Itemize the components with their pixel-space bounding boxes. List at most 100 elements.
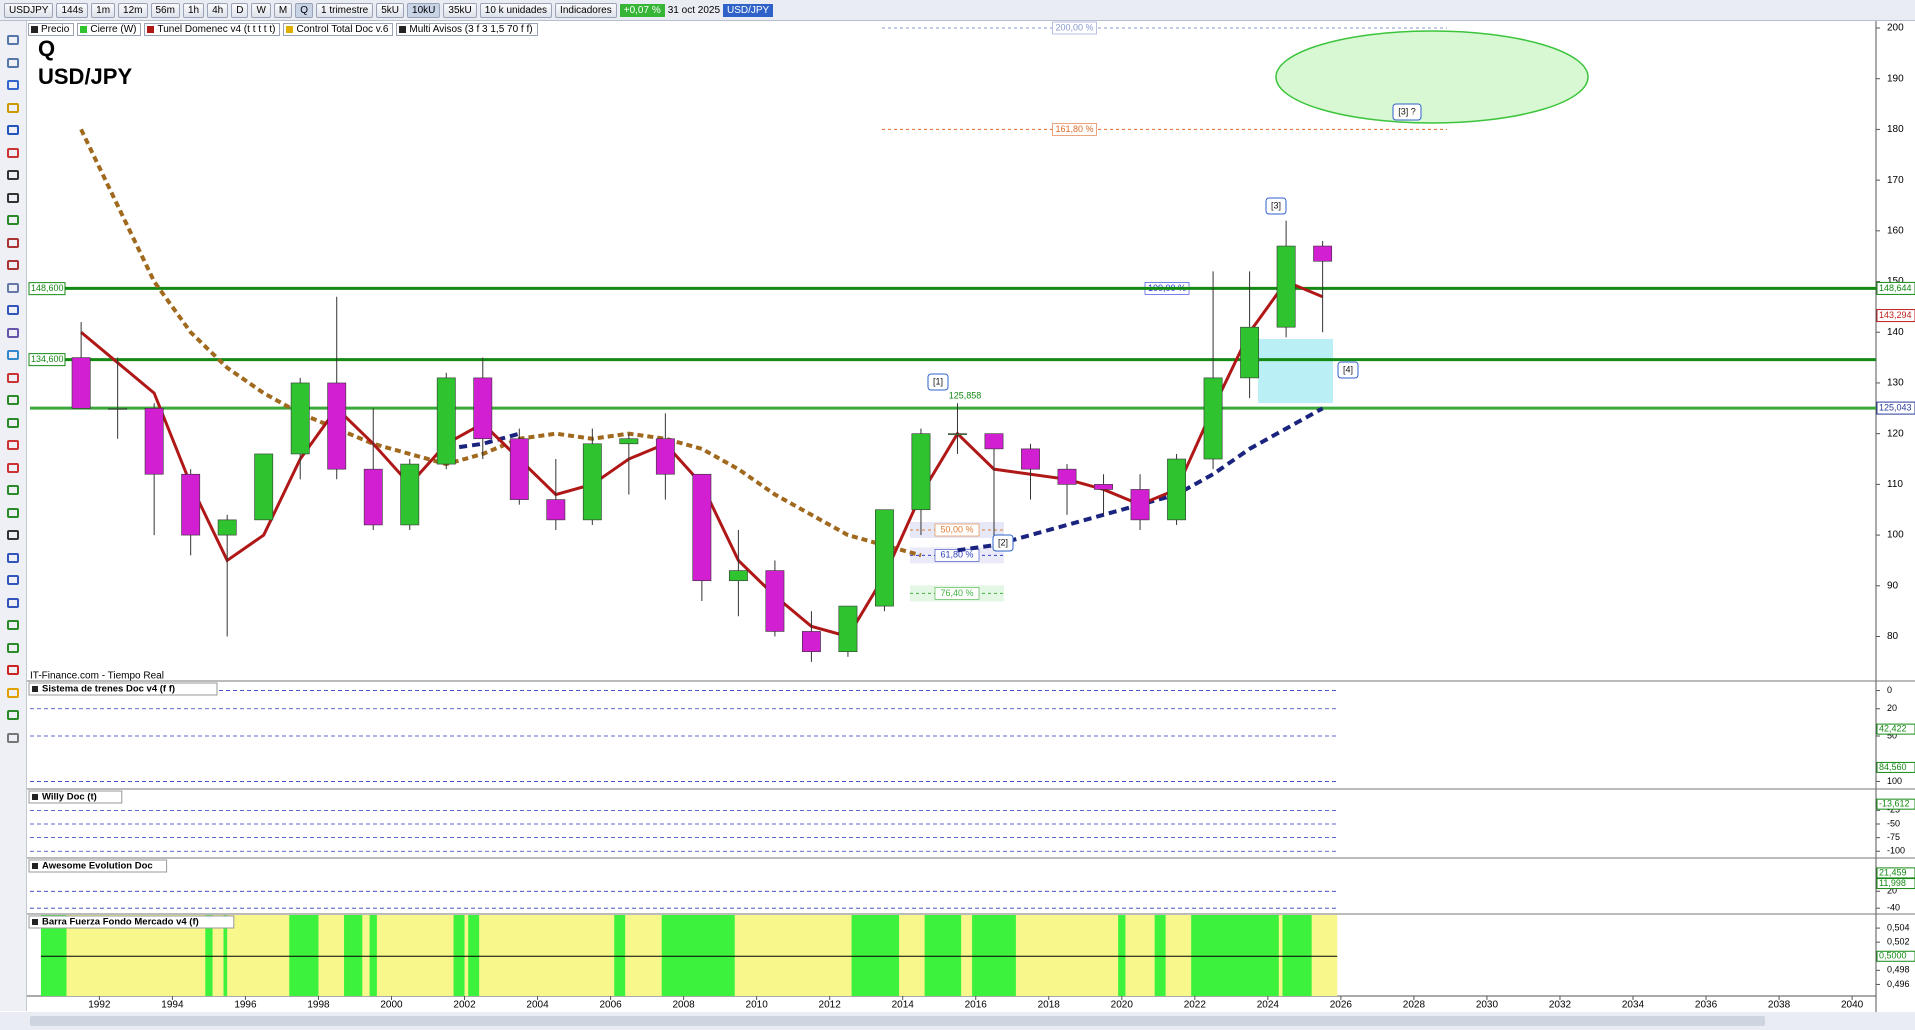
legend-item[interactable]: Precio [28,22,75,36]
price-label-bg [1876,281,1915,295]
value-label: 84,560 [1879,762,1907,772]
tool-icon[interactable] [7,440,19,450]
tool-icon[interactable] [7,327,19,338]
tool-icon[interactable] [7,192,19,203]
candle-body [655,438,675,475]
interval[interactable]: 144s [56,2,89,18]
value-label-bg [1876,867,1915,879]
instrument: USD/JPY [723,3,774,17]
tool-icon[interactable] [7,125,19,135]
interval[interactable]: 56m [150,2,180,18]
tool-icon[interactable] [7,530,19,540]
x-tick-label: 2030 [1476,1000,1499,1011]
tool-icon[interactable] [7,642,19,653]
x-tick-label: 2020 [1111,1000,1134,1011]
tool-icon[interactable] [7,170,19,180]
scroll-thumb[interactable] [30,1016,1765,1026]
tool-icon[interactable] [7,350,19,360]
tool-icon[interactable] [7,552,19,563]
regime-span [289,915,319,996]
period-select[interactable]: 1 trimestre [316,2,374,18]
candle-body [692,473,712,582]
interval[interactable]: Q [295,2,314,18]
x-tick-label: 2002 [453,1000,476,1011]
candle-body [473,377,493,440]
tool-icon[interactable] [7,485,19,495]
regime-span [972,915,1016,996]
regime-span [369,915,377,996]
y-tick-label: 150 [1887,276,1904,287]
indicators-button[interactable]: Indicadores [555,2,617,18]
panel-title-icon [32,686,38,692]
tool-icon[interactable] [7,282,19,293]
left-price-label-bg [28,353,66,367]
fib-label-bg [934,587,980,600]
interval[interactable]: 1m [91,2,116,18]
y-tick-label: -50 [1887,818,1900,828]
tool-icon[interactable] [7,665,19,675]
candle-body [1240,326,1260,379]
y-tick-label: 20 [1887,886,1897,896]
y-tick-label: 0,496 [1887,979,1910,989]
candle-body [765,570,785,632]
wave-label: [1] [933,376,943,386]
interval[interactable]: M [273,2,293,18]
candle-body [1021,448,1040,470]
unit[interactable]: 35kU [443,2,477,18]
tool-icon[interactable] [7,260,19,270]
symbol-select[interactable]: USDJPY [4,2,54,18]
tool-icon[interactable] [7,732,19,743]
tool-icon[interactable] [7,620,19,630]
tool-icon[interactable] [7,575,19,585]
price-label: 143,294 [1879,310,1912,320]
tool-icon[interactable] [7,215,19,225]
tool-icon[interactable] [7,237,19,248]
interval[interactable]: 4h [207,2,229,18]
y-tick-label: 100 [1887,776,1902,786]
x-tick-label: 2028 [1403,1000,1426,1011]
candle-body [801,631,821,653]
tool-icon[interactable] [7,507,19,518]
regime-span [223,915,228,996]
unit[interactable]: 5kU [376,2,405,18]
interval[interactable]: 12m [118,2,148,18]
tool-icon[interactable] [7,597,19,608]
interval[interactable]: 1h [182,2,205,18]
tool-icon[interactable] [7,147,19,158]
value-label: 0,5000 [1879,951,1907,961]
tool-icon[interactable] [7,417,19,428]
x-tick-label: 2014 [892,1000,915,1011]
left-price-label: 148,600 [31,283,64,293]
tool-icon[interactable] [7,102,19,113]
tool-icon[interactable] [7,35,19,45]
value-label-bg [1876,798,1915,810]
tool-icon[interactable] [7,80,19,90]
legend-item[interactable]: Tunel Domenec v4 (t t t t t) [144,22,281,36]
tool-icon[interactable] [7,710,19,720]
unit[interactable]: 10kU [407,2,441,18]
legend-bar: Precio Cierre (W) Tunel Domenec v4 (t t … [28,21,538,37]
candle-body [144,408,164,475]
tool-icon[interactable] [7,305,19,315]
fib-label-bg [1052,21,1097,35]
interval[interactable]: W [251,2,271,18]
legend-item[interactable]: Control Total Doc v.6 [283,22,394,36]
legend-item[interactable]: Multi Avisos (3 f 3 1,5 70 f f) [396,22,538,36]
unit-select[interactable]: 10 k unidades [479,2,553,18]
regime-span [1118,915,1126,996]
panel-title-bg [28,859,168,873]
candle-body [546,499,566,521]
legend-item[interactable]: Cierre (W) [77,22,142,36]
tool-icon[interactable] [7,395,19,405]
indicator-line [79,128,922,558]
regime-span [344,915,363,996]
panel-title: Awesome Evolution Doc [42,861,153,872]
interval[interactable]: D [231,2,249,18]
candle-body [875,509,894,607]
tool-icon[interactable] [7,687,19,698]
candle-body [582,443,602,521]
tool-icon[interactable] [7,372,19,383]
tool-icon[interactable] [7,462,19,473]
x-tick-label: 1996 [234,1000,257,1011]
tool-icon[interactable] [7,57,19,68]
